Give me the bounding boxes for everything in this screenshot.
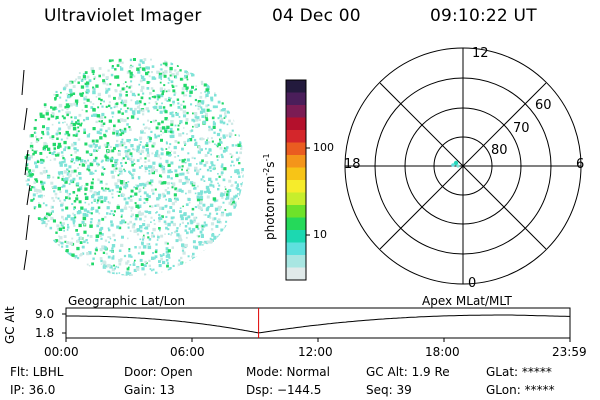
colorbar-band: [286, 192, 306, 206]
instrument-title: Ultraviolet Imager: [44, 6, 202, 26]
polar-aurora-spot: [451, 160, 460, 168]
timeline-right-label: Apex MLat/MLT: [422, 294, 512, 308]
colorbar-unit-label: photon cm-2s-1: [262, 153, 277, 240]
colorbar-band: [286, 155, 306, 168]
colorbar-label-10: 10: [313, 228, 327, 241]
polar-label-lat-60: 60: [535, 98, 552, 113]
info-mode: Mode: Normal: [246, 365, 330, 379]
colorbar-band: [286, 117, 306, 131]
info-glat: GLat: *****: [486, 365, 552, 379]
colorbar-band: [286, 255, 306, 268]
polar-diagonal-b: [379, 82, 547, 250]
colorbar-band: [286, 242, 306, 256]
polar-label-lat-80: 80: [491, 143, 508, 158]
earth-disc-image: [24, 58, 244, 276]
timeline-xlabel-1800: 18:00: [425, 345, 460, 359]
colorbar-label-100: 100: [313, 141, 334, 154]
timeline-xlabel-2359: 23:59: [552, 345, 587, 359]
colorbar-band: [286, 92, 306, 106]
timeline-left-label: Geographic Lat/Lon: [68, 294, 186, 308]
limb-marks: [21, 69, 31, 271]
colorbar-band: [286, 105, 306, 118]
timeline-xticks: [65, 338, 571, 342]
colorbar-band: [286, 167, 306, 181]
info-seq: Seq: 39: [366, 383, 412, 397]
info-gain: Gain: 13: [124, 383, 175, 397]
info-ip: IP: 36.0: [10, 383, 56, 397]
date-label: 04 Dec 00: [272, 6, 361, 26]
colorbar-band: [286, 205, 306, 218]
info-dsp: Dsp: −144.5: [246, 383, 322, 397]
timeline-ytick-label-1: 1.8: [35, 326, 55, 340]
colorbar-band: [286, 142, 306, 156]
polar-label-mlt-18: 18: [344, 157, 361, 172]
polar-label-mlt-6: 6: [576, 157, 585, 172]
polar-label-mlt-12: 12: [472, 46, 489, 61]
info-filter: Flt: LBHL: [10, 365, 64, 379]
polar-label-lat-70: 70: [513, 121, 530, 136]
colorbar-band: [286, 80, 306, 93]
colorbar-band: [286, 267, 306, 281]
timeline-frame: [65, 307, 571, 339]
colorbar-frame: [285, 79, 307, 281]
timeline-xlabel-0000: 00:00: [44, 345, 79, 359]
timeline-y-axis-label: GC Alt: [3, 306, 17, 344]
info-gc-alt: GC Alt: 1.9 Re: [366, 365, 450, 379]
colorbar-band: [286, 180, 306, 193]
colorbar-band: [286, 130, 306, 143]
info-door: Door: Open: [124, 365, 193, 379]
timeline-xlabel-0600: 06:00: [170, 345, 205, 359]
timeline-xlabel-1200: 12:00: [298, 345, 333, 359]
colorbar-band: [286, 217, 306, 231]
timeline-ytick-label-9: 9.0: [35, 307, 55, 321]
colorbar-band: [286, 230, 306, 243]
orbit-altitude-curve: [66, 314, 570, 334]
info-glon: GLon: *****: [486, 383, 555, 397]
colorbar: [286, 80, 306, 281]
polar-label-mlt-0: 0: [468, 276, 477, 291]
time-label: 09:10:22 UT: [430, 6, 537, 26]
polar-plot: [344, 47, 582, 285]
